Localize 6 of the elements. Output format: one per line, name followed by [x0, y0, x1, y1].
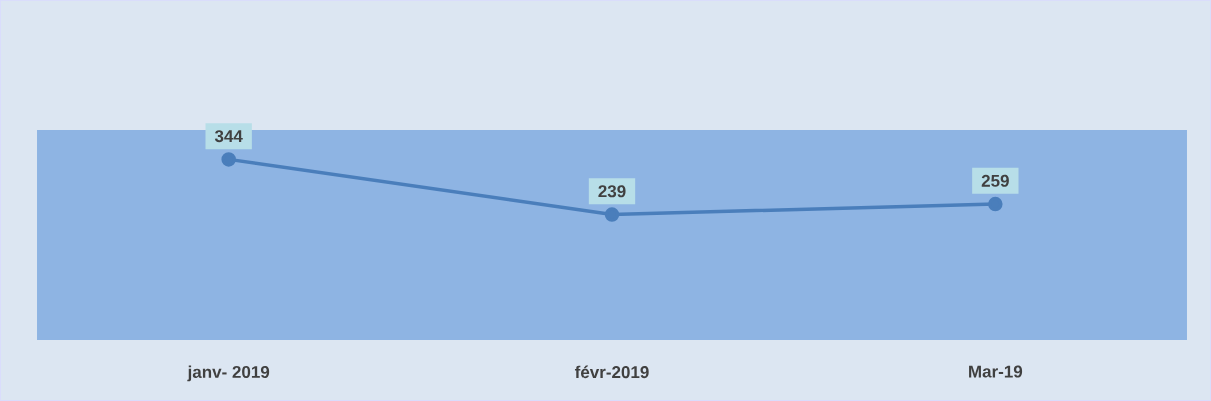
x-tick-label: janv- 2019	[187, 365, 270, 382]
x-tick-label: févr-2019	[574, 365, 649, 379]
x-tick-label: Mar-19	[969, 365, 1023, 378]
data-label: 344	[214, 130, 243, 143]
data-label: 239	[598, 185, 626, 198]
data-label: 259	[981, 174, 1009, 187]
